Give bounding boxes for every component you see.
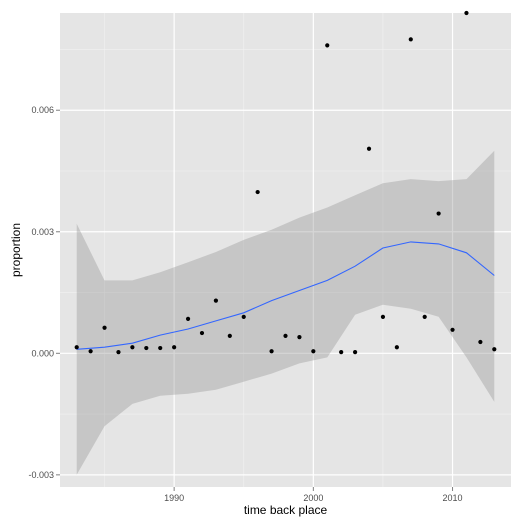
confidence-band <box>76 150 495 475</box>
y-axis-title: proportion <box>9 223 23 277</box>
data-point <box>74 345 79 350</box>
data-point <box>450 327 455 332</box>
data-point <box>144 345 149 351</box>
data-point <box>88 349 93 354</box>
data-point <box>102 325 107 330</box>
smooth-fit-line <box>76 241 495 350</box>
y-tick-label: 0.006 <box>31 105 54 115</box>
data-point <box>436 211 441 216</box>
data-point <box>255 189 260 195</box>
data-point <box>130 345 135 350</box>
major-gridlines <box>60 13 511 487</box>
data-point <box>227 333 232 338</box>
data-point <box>158 345 163 351</box>
data-point <box>283 333 288 338</box>
confidence-ribbon <box>76 150 495 475</box>
plot-panel <box>60 13 511 487</box>
data-point <box>185 316 191 321</box>
data-point <box>478 339 483 345</box>
data-point <box>492 347 497 352</box>
data-point <box>352 349 358 355</box>
data-point <box>339 349 344 355</box>
data-point <box>213 298 219 303</box>
data-point <box>297 335 302 340</box>
data-point <box>311 349 316 354</box>
y-axis-ticks: -0.003 0.000 0.003 0.006 <box>28 105 60 480</box>
x-axis-title: time back place <box>244 503 328 517</box>
data-point <box>366 146 372 151</box>
data-point <box>394 345 399 350</box>
data-point <box>380 314 386 319</box>
data-points <box>74 10 497 355</box>
data-point <box>464 10 469 16</box>
x-axis-ticks: 1990 2000 2010 <box>164 487 463 503</box>
data-point <box>408 37 413 42</box>
data-point <box>269 349 274 354</box>
data-point <box>422 314 427 319</box>
x-tick-label: 1990 <box>164 493 184 503</box>
x-tick-label: 2000 <box>303 493 323 503</box>
y-tick-label: 0.003 <box>31 227 54 237</box>
minor-gridlines <box>60 13 511 487</box>
y-tick-label: 0.000 <box>31 348 54 358</box>
data-point <box>241 314 246 319</box>
data-point <box>172 345 177 350</box>
data-point <box>325 43 330 48</box>
data-point <box>116 349 121 355</box>
data-point <box>199 330 205 336</box>
y-tick-label: -0.003 <box>28 470 54 480</box>
smooth-line-layer <box>76 241 495 350</box>
x-tick-label: 2010 <box>443 493 463 503</box>
